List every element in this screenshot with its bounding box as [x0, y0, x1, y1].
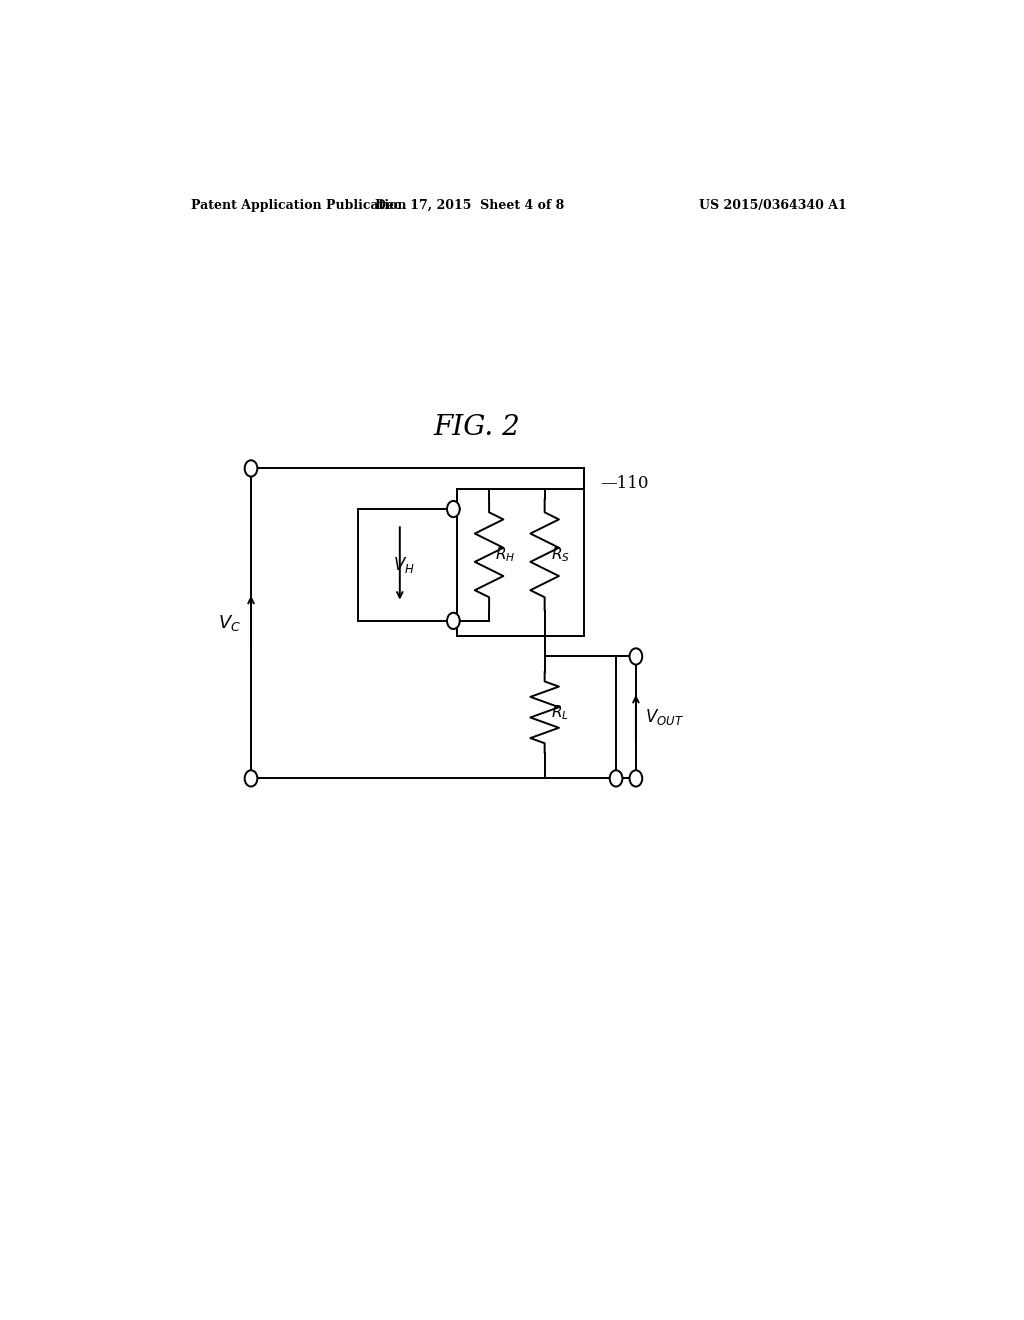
Circle shape [630, 771, 642, 787]
Text: $R_H$: $R_H$ [496, 545, 516, 564]
Text: $V_C$: $V_C$ [218, 614, 242, 634]
Text: US 2015/0364340 A1: US 2015/0364340 A1 [699, 198, 847, 211]
Circle shape [447, 500, 460, 517]
Text: FIG. 2: FIG. 2 [434, 414, 520, 441]
Text: $R_L$: $R_L$ [551, 704, 569, 722]
Circle shape [245, 771, 257, 787]
Text: $R_S$: $R_S$ [551, 545, 570, 564]
Circle shape [447, 612, 460, 630]
Circle shape [630, 648, 642, 664]
Text: Dec. 17, 2015  Sheet 4 of 8: Dec. 17, 2015 Sheet 4 of 8 [375, 198, 564, 211]
Text: $V_H$: $V_H$ [393, 554, 415, 576]
Bar [458, 488, 585, 636]
Text: Patent Application Publication: Patent Application Publication [191, 198, 407, 211]
Text: $V_{OUT}$: $V_{OUT}$ [645, 708, 684, 727]
Circle shape [245, 461, 257, 477]
Circle shape [609, 771, 623, 787]
Text: —110: —110 [600, 475, 648, 492]
Bar [358, 510, 458, 620]
